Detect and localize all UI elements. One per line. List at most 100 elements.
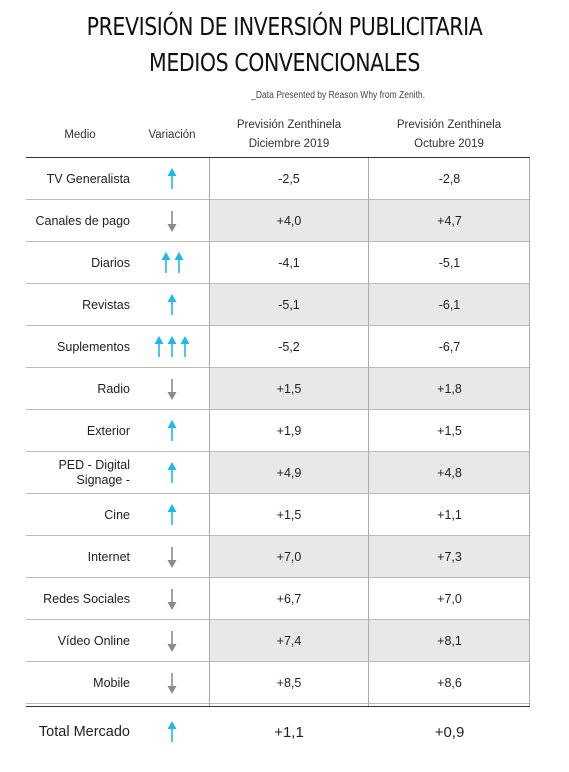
- arrow-up-icon: [174, 252, 183, 273]
- cell-diciembre: -4,1: [278, 256, 300, 270]
- cell-diciembre: -5,2: [278, 340, 300, 354]
- source-note: _Data Presented by Reason Why from Zenit…: [251, 90, 426, 101]
- cell-diciembre: -5,1: [278, 298, 300, 312]
- variation-arrows: [167, 630, 177, 652]
- arrow-up-icon: [167, 420, 177, 441]
- cell-diciembre: +7,0: [276, 550, 302, 564]
- arrow-down-icon: [167, 547, 177, 568]
- row-shade: [210, 200, 530, 241]
- table-row: Redes Sociales +6,7 +7,0: [26, 578, 530, 620]
- variation-arrows: [167, 420, 177, 442]
- cell-diciembre: +6,7: [276, 592, 302, 606]
- arrow-up-icon: [167, 504, 177, 525]
- header-octubre: Previsión Zenthinela Octubre 2019: [369, 116, 529, 154]
- cell-variacion: [140, 620, 204, 662]
- cell-octubre: +4,8: [437, 466, 462, 480]
- forecast-table: TV Generalista -2,5 -2,8 Canales de pago +4,…: [26, 158, 530, 704]
- arrow-up-icon: [167, 168, 177, 189]
- cell-medio: PED - Digital Signage -: [58, 458, 130, 487]
- cell-octubre: +7,0: [437, 592, 462, 606]
- table-row: PED - Digital Signage - +4,9 +4,8: [26, 452, 530, 494]
- arrow-up-icon: [167, 462, 177, 483]
- table-row: Diarios -4,1 -5,1: [26, 242, 530, 284]
- arrow-down-icon: [167, 631, 177, 652]
- variation-arrows: [167, 546, 177, 568]
- chart-title-line-1: PREVISIÓN DE INVERSIÓN PUBLICITARIA: [86, 12, 483, 41]
- cell-octubre: -2,8: [438, 172, 461, 186]
- cell-diciembre: +1,5: [276, 508, 302, 522]
- cell-variacion: [140, 368, 204, 410]
- cell-octubre: +8,6: [437, 676, 462, 690]
- cell-medio: Mobile: [93, 675, 130, 690]
- cell-variacion: [140, 578, 204, 620]
- cell-octubre: +7,3: [437, 550, 462, 564]
- total-diciembre: +1,1: [274, 723, 304, 741]
- arrow-up-icon: [167, 721, 177, 742]
- header-variacion: Variación: [148, 129, 196, 141]
- cell-medio: Vídeo Online: [57, 633, 130, 648]
- divider-diciembre: [368, 158, 369, 706]
- header-octubre-line1: Previsión Zenthinela: [396, 119, 502, 131]
- cell-variacion: [140, 452, 204, 494]
- cell-variacion: [140, 158, 204, 200]
- table-row: Canales de pago +4,0 +4,7: [26, 200, 530, 242]
- arrow-up-icon: [154, 336, 164, 357]
- cell-diciembre: -2,5: [278, 172, 300, 186]
- cell-diciembre: +7,4: [276, 634, 302, 648]
- table-row: Exterior +1,9 +1,5: [26, 410, 530, 452]
- table-row: Suplementos -5,2 -6,7: [26, 326, 530, 368]
- total-label: Total Mercado: [38, 724, 130, 740]
- cell-variacion: [140, 284, 204, 326]
- table-row: Internet +7,0 +7,3: [26, 536, 530, 578]
- row-shade: [210, 284, 530, 325]
- cell-octubre: +4,7: [437, 214, 462, 228]
- arrow-down-icon: [167, 379, 177, 400]
- row-shade: [210, 452, 530, 493]
- arrow-down-icon: [167, 589, 177, 610]
- row-shade: [210, 368, 530, 409]
- arrow-up-icon: [167, 294, 177, 315]
- arrow-down-icon: [167, 211, 177, 232]
- header-rule: [26, 157, 530, 158]
- cell-medio: Canales de pago: [35, 213, 130, 228]
- cell-variacion: [140, 494, 204, 536]
- cell-diciembre: +1,5: [276, 382, 302, 396]
- cell-octubre: +1,8: [437, 382, 462, 396]
- variation-arrows: [167, 721, 177, 743]
- variation-arrows: [154, 336, 190, 358]
- variation-arrows: [167, 168, 177, 190]
- cell-variacion: [140, 410, 204, 452]
- cell-octubre: -6,7: [438, 340, 461, 354]
- cell-medio: Diarios: [91, 255, 130, 270]
- table-row: Revistas -5,1 -6,1: [26, 284, 530, 326]
- cell-variacion: [140, 200, 204, 242]
- variation-arrows: [167, 504, 177, 526]
- arrow-up-icon: [161, 252, 170, 273]
- table-row: Radio +1,5 +1,8: [26, 368, 530, 410]
- cell-diciembre: +8,5: [276, 676, 302, 690]
- cell-medio: Cine: [104, 507, 130, 522]
- cell-diciembre: +4,9: [276, 466, 302, 480]
- arrow-up-icon: [167, 336, 177, 357]
- header-diciembre-line1: Previsión Zenthinela: [236, 119, 342, 131]
- chart-title-line-2: MEDIOS CONVENCIONALES: [149, 48, 420, 77]
- header-diciembre-line2: Diciembre 2019: [248, 138, 330, 150]
- divider-variacion: [209, 158, 210, 706]
- cell-medio: Suplementos: [57, 339, 130, 354]
- arrow-down-icon: [167, 673, 177, 694]
- variation-arrows: [167, 294, 177, 316]
- cell-octubre: -6,1: [438, 298, 461, 312]
- variation-arrows: [167, 462, 177, 484]
- total-variacion: [140, 712, 204, 752]
- cell-medio: Exterior: [86, 423, 130, 438]
- cell-variacion: [140, 326, 204, 368]
- variation-arrows: [167, 210, 177, 232]
- row-shade: [210, 536, 530, 577]
- cell-medio: Revistas: [82, 297, 130, 312]
- total-octubre: +0,9: [434, 723, 465, 741]
- cell-medio: Radio: [97, 381, 130, 396]
- cell-variacion: [140, 536, 204, 578]
- table-row: Vídeo Online +7,4 +8,1: [26, 620, 530, 662]
- cell-variacion: [140, 662, 204, 704]
- header-medio: Medio: [64, 129, 96, 141]
